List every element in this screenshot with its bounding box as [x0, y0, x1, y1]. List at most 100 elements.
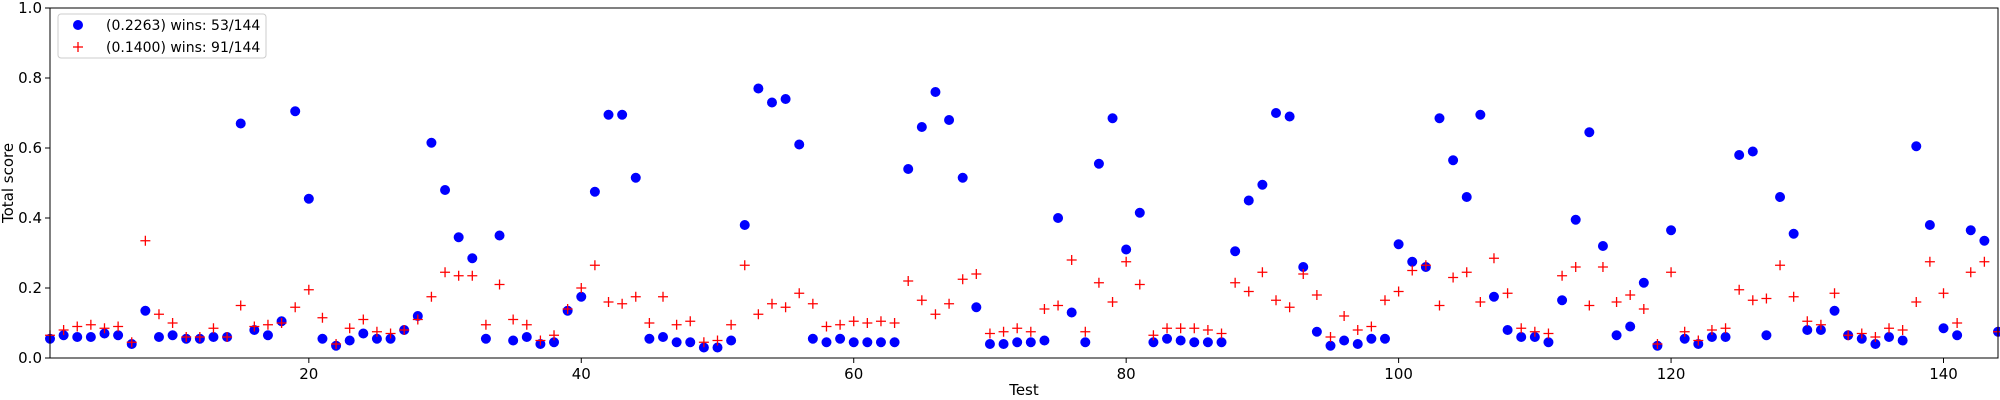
data-point-circle — [1066, 307, 1077, 318]
data-point-circle — [344, 335, 355, 346]
data-point-plus — [222, 332, 233, 342]
y-axis-label: Total score — [0, 143, 17, 224]
data-point-plus — [535, 335, 546, 346]
data-point-plus — [303, 284, 314, 295]
data-point-plus — [998, 326, 1009, 337]
data-point-circle — [1148, 337, 1159, 348]
data-point-circle — [1938, 323, 1949, 334]
data-point-plus — [208, 323, 219, 334]
data-point-circle — [85, 332, 96, 342]
data-point-plus — [1325, 332, 1336, 342]
data-point-plus — [766, 298, 777, 309]
data-point-plus — [862, 318, 873, 328]
data-point-circle — [957, 172, 968, 183]
data-point-plus — [698, 337, 709, 348]
data-point-circle — [1829, 305, 1840, 316]
data-point-plus — [685, 316, 696, 327]
data-point-circle — [371, 333, 382, 344]
data-point-circle — [603, 109, 614, 120]
data-point-circle — [1911, 141, 1922, 152]
data-point-circle — [1734, 150, 1745, 160]
y-axis: 0.0 0.2 0.4 0.6 0.8 1.0 — [18, 0, 50, 367]
data-point-circle — [658, 332, 669, 342]
data-point-circle — [821, 337, 832, 348]
data-point-plus — [358, 314, 369, 325]
data-point-plus — [1298, 269, 1309, 279]
data-point-plus — [1706, 325, 1717, 335]
data-point-plus — [1257, 267, 1268, 278]
data-point-circle — [1788, 228, 1799, 239]
data-point-plus — [821, 321, 832, 332]
x-tick-label: 100 — [1384, 365, 1413, 383]
data-point-circle — [1897, 335, 1908, 346]
data-point-plus — [671, 319, 682, 330]
data-point-plus — [1924, 256, 1935, 267]
data-point-circle — [944, 115, 955, 125]
data-point-circle — [1230, 246, 1241, 257]
data-point-plus — [235, 300, 246, 311]
data-point-plus — [1870, 332, 1881, 342]
data-point-plus — [984, 328, 995, 339]
data-point-circle — [467, 253, 478, 264]
data-point-circle — [1407, 256, 1418, 267]
data-point-plus — [99, 323, 110, 334]
legend-box — [57, 13, 267, 59]
data-point-circle — [1271, 108, 1282, 118]
data-point-plus — [385, 328, 396, 339]
data-point-circle — [862, 337, 873, 348]
data-point-circle — [1815, 325, 1826, 335]
data-point-plus — [1543, 328, 1554, 339]
data-point-circle — [1202, 337, 1213, 348]
data-point-plus — [249, 321, 260, 332]
data-point-circle — [1488, 291, 1499, 302]
data-point-plus — [1202, 325, 1213, 335]
data-point-plus — [1502, 288, 1513, 299]
data-point-plus — [1802, 316, 1813, 327]
data-point-plus — [875, 316, 886, 327]
data-point-circle — [1965, 225, 1976, 236]
series-1 — [45, 83, 2000, 353]
legend-marker-series-1 — [73, 20, 83, 30]
data-point-plus — [807, 298, 818, 309]
data-point-circle — [807, 333, 818, 344]
data-point-circle — [1761, 330, 1772, 341]
x-tick-label: 20 — [299, 365, 318, 383]
data-point-circle — [521, 332, 532, 342]
data-point-plus — [1311, 290, 1322, 300]
data-point-plus — [971, 269, 982, 279]
data-point-plus — [576, 283, 587, 293]
data-point-plus — [1666, 267, 1677, 278]
data-point-circle — [1379, 333, 1390, 344]
data-point-plus — [916, 295, 927, 306]
data-point-circle — [1979, 235, 1990, 246]
data-point-plus — [1856, 328, 1867, 339]
data-point-circle — [1325, 340, 1336, 351]
data-point-plus — [1284, 302, 1295, 313]
data-point-plus — [848, 316, 859, 327]
data-point-circle — [726, 335, 737, 346]
data-point-plus — [521, 319, 532, 330]
x-tick-label: 40 — [572, 365, 591, 383]
data-point-plus — [1625, 290, 1636, 300]
data-point-circle — [1352, 339, 1363, 349]
data-point-plus — [835, 319, 846, 330]
data-point-circle — [1448, 155, 1459, 166]
data-point-plus — [1148, 330, 1159, 341]
data-point-plus — [1897, 325, 1908, 335]
data-point-plus — [276, 318, 287, 328]
data-point-circle — [494, 230, 505, 241]
data-point-plus — [1243, 286, 1254, 297]
data-point-plus — [1584, 300, 1595, 311]
data-point-circle — [1856, 333, 1867, 344]
data-point-circle — [1952, 330, 1963, 341]
data-point-plus — [1025, 326, 1036, 337]
data-point-plus — [399, 325, 410, 335]
data-point-circle — [208, 332, 219, 342]
data-point-circle — [1257, 179, 1268, 190]
data-point-plus — [1843, 330, 1854, 341]
data-point-plus — [903, 276, 914, 286]
data-point-circle — [630, 172, 641, 183]
data-point-circle — [303, 193, 314, 204]
data-point-plus — [167, 318, 178, 328]
